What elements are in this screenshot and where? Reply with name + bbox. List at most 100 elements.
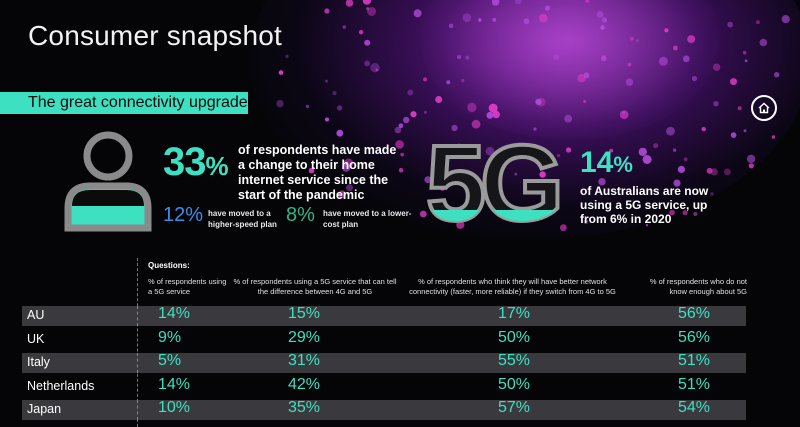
table-divider <box>137 258 138 427</box>
particle-dot <box>424 110 427 114</box>
background-particles <box>276 0 790 232</box>
particle-dot <box>622 111 626 115</box>
country-label: AU <box>27 308 45 322</box>
particle-dot <box>693 212 698 216</box>
particle-dot <box>539 180 546 187</box>
particle-dot <box>683 157 688 162</box>
particle-dot <box>666 126 675 136</box>
value-dont-know: 54% <box>678 399 711 416</box>
particle-dot <box>645 224 649 227</box>
value-dont-know: 56% <box>678 305 711 322</box>
particle-dot <box>492 110 500 119</box>
particle-dot <box>395 140 404 149</box>
stat-cost-value: 8% <box>286 204 315 226</box>
particle-dot <box>771 135 776 139</box>
particle-dot <box>509 217 513 222</box>
value-5g-usage: 9% <box>158 329 182 346</box>
particle-dot <box>364 60 370 67</box>
particle-dot <box>774 72 780 78</box>
particle-dot <box>471 119 481 129</box>
particle-dot <box>486 111 494 119</box>
stat-cost-text: have moved to a lower-cost plan <box>323 209 412 229</box>
particle-dot <box>539 13 548 23</box>
particle-dot <box>577 74 586 83</box>
particle-dot <box>344 158 354 168</box>
particle-dot <box>439 185 446 191</box>
particle-dot <box>539 171 546 178</box>
questions-label: Questions: <box>148 261 190 270</box>
particle-dot <box>324 8 330 14</box>
particle-dot <box>598 178 606 186</box>
particle-dot <box>609 148 614 153</box>
particle-dot <box>448 23 454 29</box>
home-button[interactable] <box>751 95 777 121</box>
country-label: Netherlands <box>27 379 95 393</box>
particle-dot <box>336 129 344 137</box>
particle-dot <box>553 54 560 60</box>
particle-dot <box>727 21 734 28</box>
particle-dot <box>413 9 422 18</box>
particle-dot <box>756 20 760 25</box>
particle-dot <box>491 0 500 6</box>
table-row: Japan 10% 35% 57% 54% <box>22 399 746 420</box>
particle-dot <box>677 165 686 173</box>
page-title: Consumer snapshot <box>28 20 282 51</box>
particle-dot <box>642 155 652 164</box>
row-divider <box>137 306 138 326</box>
particle-dot <box>362 0 371 5</box>
particle-dot <box>410 111 417 118</box>
particle-dot <box>285 54 289 59</box>
particle-dot <box>600 25 605 30</box>
particle-dot <box>624 160 628 164</box>
particle-dot <box>706 167 713 174</box>
particle-dot <box>485 146 495 156</box>
particle-dot <box>398 123 404 129</box>
table-row: Netherlands 14% 42% 50% 51% <box>22 376 746 397</box>
particle-dot <box>759 38 768 47</box>
particle-dot <box>461 79 465 82</box>
particle-dot <box>564 114 573 123</box>
value-5g-usage: 5% <box>158 352 182 369</box>
particle-dot <box>451 124 458 132</box>
home-icon <box>758 102 770 114</box>
particle-dot <box>748 163 754 169</box>
particle-dot <box>358 30 364 35</box>
particle-dot <box>488 103 498 113</box>
particle-dot <box>535 98 542 105</box>
particle-dot <box>730 132 737 138</box>
5g-label: 5G <box>426 128 558 228</box>
column-header: % of respondents using a 5G service <box>148 277 227 296</box>
person-icon <box>64 131 152 232</box>
particle-dot <box>672 148 677 152</box>
particle-dot <box>467 102 477 113</box>
row-divider <box>137 353 138 373</box>
country-label: Japan <box>27 402 62 416</box>
particle-dot <box>366 7 370 11</box>
stat-5g-value: 14% <box>580 146 633 179</box>
particle-dot <box>514 172 518 176</box>
particle-dot <box>342 25 347 29</box>
particle-dot <box>627 62 632 67</box>
particle-dot <box>710 192 714 196</box>
particle-dot <box>742 50 747 55</box>
particle-dot <box>533 127 537 131</box>
5g-label-fill: 5G <box>426 128 558 228</box>
column-header: % of respondents using a 5G service that… <box>233 277 397 296</box>
stat-speed-value: 12% <box>163 204 204 226</box>
particle-dot <box>456 220 465 229</box>
particle-dot <box>746 154 756 164</box>
particle-dot <box>499 157 507 166</box>
particle-dot <box>276 99 284 108</box>
particle-dot <box>669 209 675 216</box>
particle-dot <box>451 210 460 218</box>
particle-dot <box>432 180 436 184</box>
particle-dot <box>737 106 742 111</box>
particle-dot <box>566 147 572 153</box>
particle-dot <box>585 0 590 3</box>
row-divider <box>137 400 138 420</box>
particle-dot <box>673 45 678 51</box>
particle-dot <box>557 154 560 158</box>
particle-dot <box>364 39 371 46</box>
particle-dot <box>370 62 380 73</box>
particle-dot <box>664 28 669 33</box>
